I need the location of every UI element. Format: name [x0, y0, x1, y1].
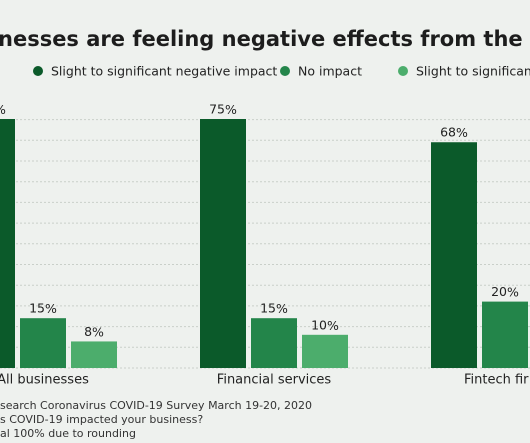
chart-title: nesses are feeling negative effects from… [0, 27, 530, 51]
x-tick-label: All businesses [0, 373, 89, 388]
footnote: al 100% due to rounding [0, 427, 136, 440]
bar [302, 334, 348, 368]
bar [251, 318, 297, 368]
bar [482, 301, 528, 368]
value-label: 15% [260, 301, 288, 316]
x-tick-label: Fintech fir [464, 373, 529, 388]
value-label: 8% [84, 324, 104, 339]
legend-label: No impact [298, 64, 362, 79]
legend-marker [33, 66, 43, 76]
bar [20, 318, 66, 368]
footnote: s COVID-19 impacted your business? [0, 413, 203, 426]
footnotes: search Coronavirus COVID-19 Survey March… [0, 399, 312, 440]
legend-marker [280, 66, 290, 76]
bar [431, 142, 477, 368]
value-label: 68% [440, 125, 468, 140]
footnote: search Coronavirus COVID-19 Survey March… [0, 399, 312, 412]
value-label: 10% [311, 317, 339, 332]
bar [200, 119, 246, 368]
legend-label: Slight to significan [416, 64, 530, 79]
value-label: 15% [29, 301, 57, 316]
legend-label: Slight to significant negative impact [51, 64, 277, 79]
value-label: 75% [209, 102, 237, 117]
bar [71, 341, 117, 368]
legend-marker [398, 66, 408, 76]
value-label: 75% [0, 102, 6, 117]
x-tick-label: Financial services [217, 373, 332, 388]
bar [0, 119, 15, 368]
value-label: 20% [491, 284, 519, 299]
